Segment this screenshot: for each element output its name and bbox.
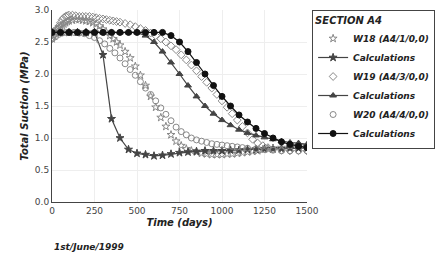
- svg-text:W20 (A4/4/0,0): W20 (A4/4/0,0): [353, 110, 429, 120]
- svg-text:SECTION A4: SECTION A4: [315, 15, 382, 26]
- svg-text:0.0: 0.0: [35, 197, 50, 207]
- svg-text:Calculations: Calculations: [353, 53, 416, 63]
- svg-text:W19 (A4/3/0,0): W19 (A4/3/0,0): [353, 72, 429, 82]
- svg-text:0: 0: [49, 206, 55, 216]
- svg-text:Total Suction (MPa): Total Suction (MPa): [19, 51, 30, 160]
- svg-text:2.0: 2.0: [35, 69, 50, 79]
- svg-text:1000: 1000: [211, 206, 234, 216]
- svg-text:0.5: 0.5: [35, 165, 49, 175]
- svg-text:500: 500: [128, 206, 145, 216]
- svg-text:W18 (A4/1/0,0): W18 (A4/1/0,0): [353, 34, 429, 44]
- svg-text:1.0: 1.0: [35, 133, 50, 143]
- svg-text:250: 250: [86, 206, 103, 216]
- svg-text:1250: 1250: [253, 206, 276, 216]
- svg-text:1500: 1500: [296, 206, 319, 216]
- svg-text:1.5: 1.5: [35, 101, 49, 111]
- svg-text:3.0: 3.0: [35, 5, 50, 15]
- svg-text:1st/June/1999: 1st/June/1999: [54, 242, 124, 252]
- svg-text:Calculations: Calculations: [353, 129, 416, 139]
- svg-text:Time (days): Time (days): [146, 217, 212, 228]
- svg-text:2.5: 2.5: [35, 37, 49, 47]
- svg-text:750: 750: [171, 206, 188, 216]
- svg-text:Calculations: Calculations: [353, 91, 416, 101]
